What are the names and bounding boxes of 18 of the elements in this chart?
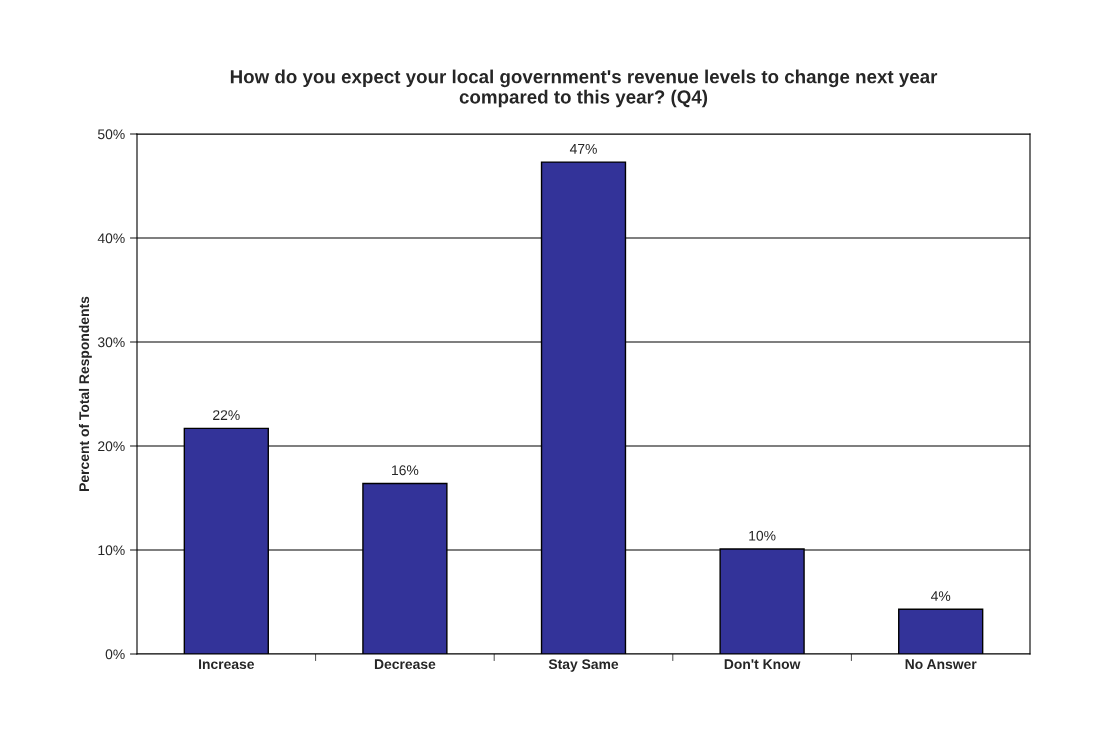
y-tick-label: 20%: [98, 441, 125, 452]
x-tick-label: Increase: [199, 659, 255, 670]
y-tick-label: 50%: [97, 129, 125, 140]
data-label: 4%: [930, 591, 951, 601]
y-tick-label: 40%: [97, 233, 125, 244]
y-tick-label: 30%: [97, 337, 125, 348]
x-tick-label: Don't Know: [724, 659, 801, 670]
data-label: 10%: [749, 530, 776, 541]
y-tick-label: 10%: [98, 545, 125, 556]
data-label: 22%: [213, 410, 240, 420]
chart-title: How do you expect your local government's revenue levels to change next year compared to this year? (Q4): [230, 69, 938, 108]
y-axis-title: Percent of Total Respondents: [78, 296, 92, 491]
x-tick-label: No Answer: [905, 659, 977, 670]
data-label: 47%: [569, 144, 597, 154]
x-tick-label: Stay Same: [548, 659, 619, 672]
y-tick-label: 0%: [105, 649, 125, 660]
data-label: 16%: [392, 465, 419, 476]
x-tick-label: Decrease: [374, 659, 436, 670]
